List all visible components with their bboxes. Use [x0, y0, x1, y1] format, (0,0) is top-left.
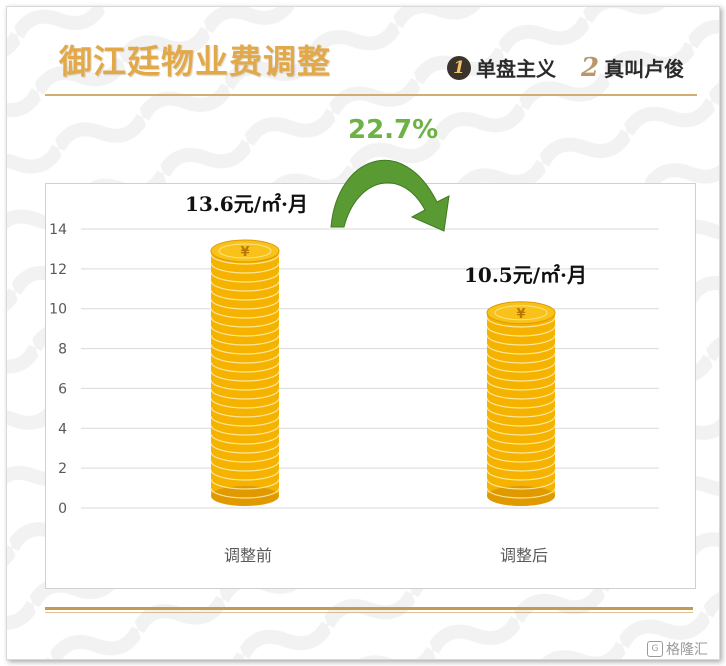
- coin-stack-body: [487, 312, 555, 496]
- watermark-logo-icon: G: [647, 641, 663, 657]
- coin-edge-line: [486, 370, 556, 382]
- coin-edge-line: [210, 298, 280, 310]
- coin-edge-line: [486, 343, 556, 355]
- yen-icon: ¥: [516, 307, 525, 322]
- coin-edge-line: [486, 325, 556, 337]
- watermark: G 格隆汇: [647, 639, 708, 659]
- coin-edge-line: [486, 388, 556, 400]
- footer-divider-thin: [45, 612, 693, 613]
- coin-edge-line: [210, 262, 280, 274]
- coin-edge-line: [210, 478, 280, 490]
- coin-edge-line: [210, 271, 280, 283]
- y-tick-label: 2: [58, 461, 67, 477]
- coin-edge-line: [210, 289, 280, 301]
- coin-edge-line: [486, 487, 556, 499]
- coin-edge-line: [210, 469, 280, 481]
- x-category-label: 调整前: [224, 546, 272, 565]
- coin-edge-line: [210, 343, 280, 355]
- header-divider: [45, 94, 697, 96]
- coin-edge-line: [486, 415, 556, 427]
- y-axis-ticks: 0 2 4 6 8 10 12 14: [49, 222, 67, 517]
- brand-number-two: 2: [581, 52, 600, 83]
- coin-edge-line: [486, 460, 556, 472]
- data-label-after: 10.5元/㎡·月: [464, 263, 587, 287]
- page-title: 御江廷物业费调整: [59, 42, 331, 81]
- y-tick-label: 8: [58, 342, 67, 358]
- yen-icon: ¥: [240, 245, 249, 260]
- brand-text-two: 真叫卢俊: [604, 57, 685, 81]
- coin-edge-line: [486, 406, 556, 418]
- change-percent-label: 22.7%: [348, 115, 439, 145]
- chart-plot-area: [45, 183, 696, 589]
- coin-top-rim: [218, 243, 272, 259]
- coin-edge-line: [210, 388, 280, 400]
- coin-edge-line: [210, 334, 280, 346]
- coin-edge-line: [486, 478, 556, 490]
- coin-edge-line: [210, 433, 280, 445]
- watermark-text: 格隆汇: [666, 642, 708, 658]
- coin-edge-line: [210, 325, 280, 337]
- coin-edge-line: [486, 379, 556, 391]
- coin-edge-line: [210, 307, 280, 319]
- y-tick-label: 0: [58, 501, 67, 517]
- brand-text-one: 单盘主义: [476, 57, 556, 81]
- coin-edge-line: [486, 451, 556, 463]
- coin-edge-line: [210, 406, 280, 418]
- coin-edge-line: [210, 487, 280, 499]
- y-tick-label: 4: [58, 421, 67, 437]
- coin-stack-body: [211, 250, 279, 496]
- coin-edge-line: [486, 352, 556, 364]
- coin-edge-line: [486, 424, 556, 436]
- coin-edge-line: [210, 370, 280, 382]
- coin-top-rim: [494, 305, 548, 321]
- coin-edge-line: [486, 469, 556, 481]
- brand-number-one: 1: [447, 55, 471, 80]
- coin-edge-line: [486, 442, 556, 454]
- footer-divider: [45, 607, 693, 610]
- brand-single-project: 1 单盘主义: [447, 53, 556, 82]
- infographic-card: 御江廷物业费调整 1 单盘主义 2 真叫卢俊 0 2 4 6 8 10 12 14 ¥ ¥ 调整…: [6, 6, 720, 660]
- coin-edge-line: [210, 415, 280, 427]
- coin-edge-line: [486, 361, 556, 373]
- coin-stack-base: [487, 486, 555, 506]
- coin-edge-line: [210, 424, 280, 436]
- coin-edge-line: [210, 361, 280, 373]
- coin-edge-line: [210, 442, 280, 454]
- coin-edge-line: [486, 316, 556, 328]
- coin-edge-line: [486, 397, 556, 409]
- x-category-label: 调整后: [500, 546, 548, 565]
- y-tick-label: 6: [58, 381, 67, 397]
- data-label-before: 13.6元/㎡·月: [185, 192, 308, 216]
- coin-bars: ¥¥: [210, 239, 556, 506]
- coin-edge-line: [210, 397, 280, 409]
- decrease-arrow-icon: [330, 159, 450, 232]
- coin-bar: ¥: [486, 301, 556, 506]
- coin-edge-line: [210, 352, 280, 364]
- coin-edge-line: [486, 334, 556, 346]
- brand-real-name: 2 真叫卢俊: [581, 52, 685, 83]
- x-axis-categories: 调整前 调整后: [224, 546, 548, 565]
- coin-edge-line: [210, 280, 280, 292]
- coin-bar: ¥: [210, 239, 280, 506]
- coin-edge-line: [210, 253, 280, 265]
- coin-stack-base: [211, 486, 279, 506]
- coin-edge-line: [486, 433, 556, 445]
- coin-edge-line: [210, 460, 280, 472]
- coin-edge-line: [210, 379, 280, 391]
- coin-edge-line: [210, 316, 280, 328]
- y-tick-label: 10: [49, 302, 67, 318]
- grid-lines: [81, 228, 659, 509]
- y-tick-label: 14: [49, 222, 67, 238]
- coin-edge-line: [210, 451, 280, 463]
- y-tick-label: 12: [49, 262, 67, 278]
